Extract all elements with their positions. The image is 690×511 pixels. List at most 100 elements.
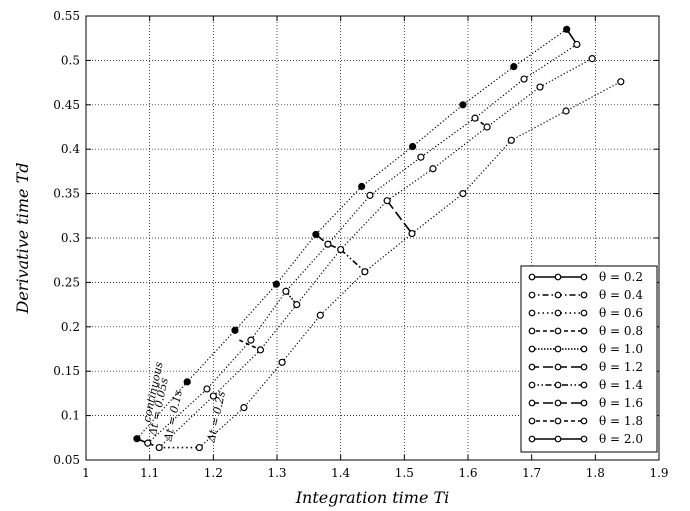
legend-label: θ = 1.8 bbox=[599, 414, 643, 428]
data-point bbox=[231, 326, 239, 334]
data-point bbox=[408, 229, 416, 238]
y-tick-label: 0.45 bbox=[53, 98, 80, 112]
legend-marker bbox=[528, 381, 536, 389]
x-tick-label: 1 bbox=[82, 466, 90, 480]
data-point bbox=[278, 358, 286, 366]
legend-marker bbox=[528, 273, 536, 281]
legend-marker bbox=[528, 309, 536, 317]
legend-marker bbox=[528, 345, 536, 353]
data-point bbox=[366, 191, 374, 199]
sampling-curve bbox=[136, 28, 568, 440]
x-tick-label: 1.4 bbox=[331, 466, 350, 480]
legend-marker bbox=[580, 291, 588, 299]
data-point bbox=[316, 311, 324, 319]
legend-marker bbox=[580, 435, 588, 443]
markers bbox=[133, 25, 625, 452]
legend: θ = 0.2 θ = 0.4 θ = 0.6 θ = 0.8 θ = 1.0 θ = 1… bbox=[520, 265, 658, 453]
x-tick-label: 1.6 bbox=[458, 466, 477, 480]
legend-marker bbox=[580, 309, 588, 317]
data-point bbox=[324, 240, 332, 248]
legend-marker bbox=[554, 309, 562, 317]
x-tick-label: 1.5 bbox=[395, 466, 414, 480]
legend-marker bbox=[580, 417, 588, 425]
x-axis-label: Integration time Ti bbox=[295, 488, 450, 507]
legend-marker bbox=[554, 327, 562, 335]
data-point bbox=[203, 385, 211, 393]
data-point bbox=[247, 336, 255, 344]
data-point bbox=[195, 443, 203, 452]
legend-marker bbox=[580, 363, 588, 371]
theta-segment bbox=[340, 248, 366, 273]
x-tick-label: 1.8 bbox=[586, 466, 605, 480]
legend-marker bbox=[554, 435, 562, 443]
legend-label: θ = 1.0 bbox=[599, 342, 643, 356]
data-point bbox=[361, 268, 369, 276]
legend-marker bbox=[580, 345, 588, 353]
x-tick-label: 1.2 bbox=[204, 466, 223, 480]
data-point bbox=[209, 392, 217, 400]
data-point bbox=[507, 136, 515, 144]
x-tick-label: 1.3 bbox=[267, 466, 286, 480]
data-point bbox=[272, 280, 280, 288]
sampling-curves bbox=[136, 28, 622, 449]
legend-marker bbox=[554, 399, 562, 407]
data-point bbox=[459, 190, 467, 198]
y-tick-label: 0.35 bbox=[53, 187, 80, 201]
legend-marker bbox=[580, 381, 588, 389]
data-point bbox=[358, 182, 366, 191]
theta-segment bbox=[386, 200, 413, 235]
legend-marker bbox=[554, 381, 562, 389]
y-tick-label: 0.55 bbox=[53, 9, 80, 23]
legend-marker bbox=[554, 417, 562, 425]
data-point bbox=[520, 75, 528, 83]
y-tick-label: 0.1 bbox=[61, 409, 80, 423]
data-point bbox=[312, 230, 320, 239]
data-point bbox=[483, 123, 491, 131]
data-point bbox=[337, 245, 345, 254]
x-tick-label: 1.1 bbox=[140, 466, 159, 480]
y-axis-label: Derivative time Td bbox=[13, 163, 32, 315]
legend-marker bbox=[554, 345, 562, 353]
x-tick-label: 1.7 bbox=[522, 466, 541, 480]
data-point bbox=[183, 378, 191, 386]
legend-label: θ = 0.2 bbox=[599, 270, 643, 284]
data-point bbox=[562, 107, 570, 115]
legend-marker bbox=[528, 291, 536, 299]
legend-label: θ = 1.2 bbox=[599, 360, 643, 374]
data-point bbox=[133, 435, 141, 443]
data-point bbox=[155, 443, 163, 452]
y-tick-label: 0.25 bbox=[53, 275, 80, 289]
sampling-curve bbox=[158, 58, 593, 449]
data-point bbox=[588, 55, 596, 63]
legend-label: θ = 0.8 bbox=[599, 324, 643, 338]
data-point bbox=[563, 25, 571, 33]
data-point bbox=[256, 346, 265, 354]
theta-segment bbox=[239, 339, 261, 351]
data-point bbox=[409, 142, 417, 151]
data-point bbox=[240, 404, 248, 412]
legend-marker bbox=[554, 363, 562, 371]
theta-series bbox=[136, 28, 578, 449]
sampling-curve bbox=[198, 81, 622, 449]
legend-label: θ = 1.6 bbox=[599, 396, 643, 410]
sampling-curve bbox=[147, 43, 578, 444]
curve-annotation: Δt = 0.2s bbox=[204, 390, 228, 445]
y-tick-label: 0.15 bbox=[53, 364, 80, 378]
data-point bbox=[383, 197, 391, 205]
data-point bbox=[510, 63, 518, 71]
y-tick-label: 0.3 bbox=[61, 231, 80, 245]
data-point bbox=[417, 153, 425, 161]
legend-label: θ = 1.4 bbox=[599, 378, 643, 392]
legend-label: θ = 0.4 bbox=[599, 288, 643, 302]
legend-marker bbox=[580, 273, 588, 281]
legend-marker bbox=[528, 363, 536, 371]
legend-marker bbox=[528, 327, 536, 335]
data-point bbox=[573, 40, 581, 49]
y-tick-label: 0.4 bbox=[61, 142, 80, 156]
legend-label: θ = 2.0 bbox=[599, 432, 643, 446]
y-tick-label: 0.05 bbox=[53, 453, 80, 467]
data-point bbox=[471, 114, 479, 122]
legend-marker bbox=[528, 417, 536, 425]
x-tick-label: 1.9 bbox=[649, 466, 668, 480]
